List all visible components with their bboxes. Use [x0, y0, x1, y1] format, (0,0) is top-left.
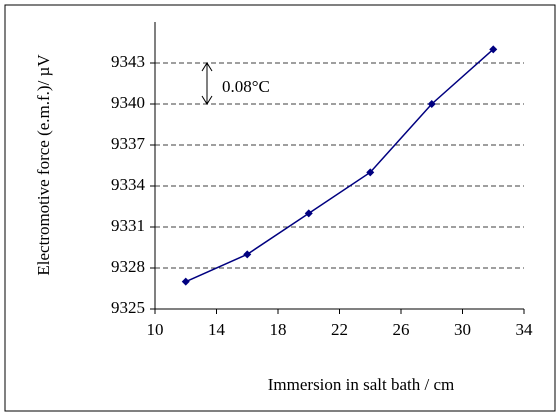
data-point [489, 45, 498, 54]
x-tick-label: 14 [208, 320, 226, 339]
y-tick-label: 9343 [111, 52, 145, 71]
y-tick-label: 9340 [111, 93, 145, 112]
data-point [181, 277, 190, 286]
x-tick-label: 26 [393, 320, 410, 339]
y-tick-label: 9325 [111, 298, 145, 317]
x-tick-label: 30 [454, 320, 471, 339]
chart-frame [4, 4, 556, 412]
x-tick-label: 34 [516, 320, 534, 339]
x-tick-label: 10 [147, 320, 164, 339]
x-axis-label: Immersion in salt bath / cm [268, 375, 455, 394]
y-tick-label: 9331 [111, 216, 145, 235]
data-line [185, 48, 494, 283]
data-point [243, 250, 252, 259]
y-tick-label: 9334 [111, 175, 146, 194]
annotation: 0.08°C [222, 77, 270, 96]
x-tick-label: 18 [270, 320, 287, 339]
data-point [304, 209, 313, 218]
arrow-head [201, 95, 213, 105]
x-tick-label: 22 [331, 320, 348, 339]
arrow-head [201, 62, 213, 72]
y-axis-label: Electromotive force (e.m.f.)/ µV [34, 54, 53, 276]
data-point [427, 100, 436, 108]
data-point [366, 168, 375, 177]
y-tick-label: 9337 [111, 134, 146, 153]
y-tick-label: 9328 [111, 257, 145, 276]
annotation-bg [218, 76, 296, 98]
